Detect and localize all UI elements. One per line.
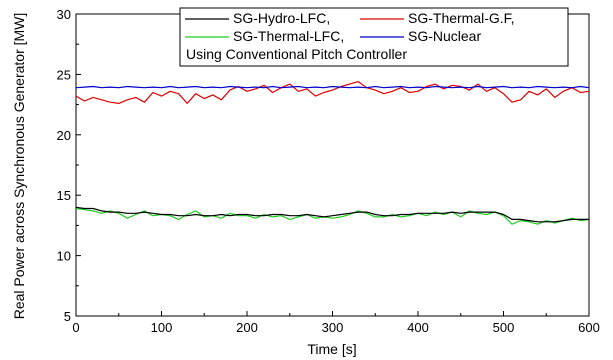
x-tick-label: 0 xyxy=(72,320,79,335)
legend-label: SG-Thermal-LFC, xyxy=(233,28,344,44)
x-tick-label: 500 xyxy=(493,320,515,335)
series-line-2 xyxy=(76,82,589,104)
x-tick-label: 300 xyxy=(322,320,344,335)
x-axis-title: Time [s] xyxy=(307,341,356,357)
x-tick-label: 400 xyxy=(407,320,429,335)
legend: SG-Hydro-LFC, SG-Thermal-G.F, SG-Thermal-L… xyxy=(180,8,568,66)
series-lines xyxy=(76,82,589,225)
x-tick-label: 100 xyxy=(151,320,173,335)
y-tick-label: 5 xyxy=(64,309,71,324)
y-tick-label: 30 xyxy=(57,7,71,22)
y-tick-label: 20 xyxy=(57,128,71,143)
series-line-1 xyxy=(76,207,589,222)
y-tick-label: 10 xyxy=(57,249,71,264)
legend-annotation: Using Conventional Pitch Controller xyxy=(186,46,407,62)
series-line-4 xyxy=(76,87,589,88)
x-tick-label: 600 xyxy=(578,320,600,335)
legend-label: SG-Nuclear xyxy=(408,28,481,44)
legend-label: SG-Thermal-G.F, xyxy=(408,10,515,26)
y-tick-label: 25 xyxy=(57,67,71,82)
y-axis-title: Real Power across Synchronous Generator … xyxy=(11,13,27,320)
x-tick-label: 200 xyxy=(236,320,258,335)
y-tick-label: 15 xyxy=(57,188,71,203)
series-line-3 xyxy=(76,209,589,225)
legend-label: SG-Hydro-LFC, xyxy=(233,10,330,26)
